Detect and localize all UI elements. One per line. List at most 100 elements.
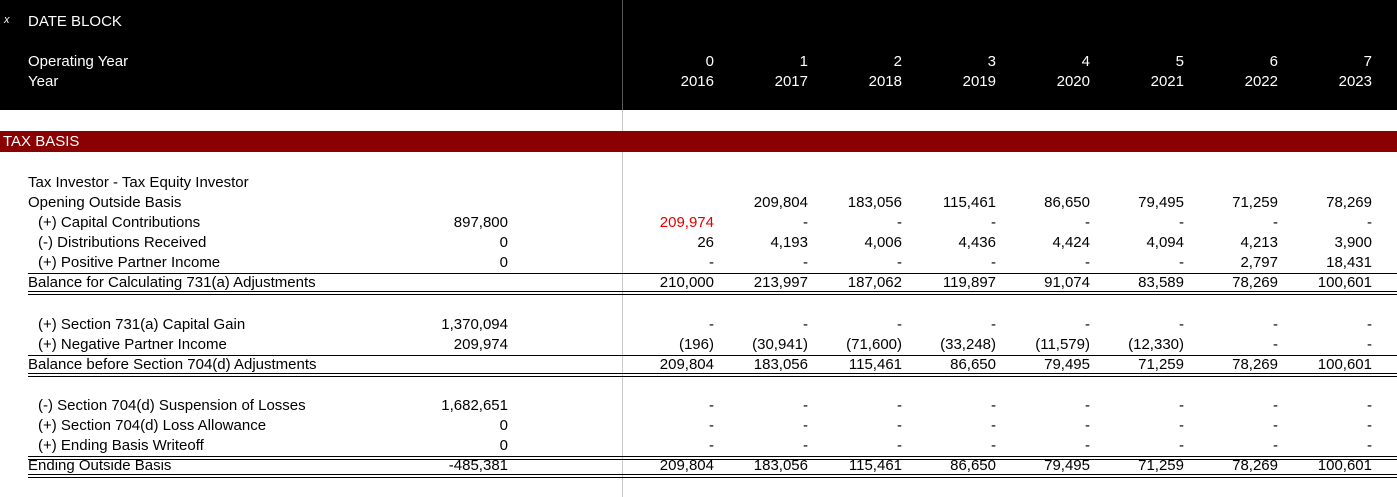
cell-2022[interactable]: 2,797 <box>1240 254 1278 271</box>
section-704d-allowance-row[interactable]: (+) Section 704(d) Loss Allowance 0 - - - - - -… <box>0 416 1397 436</box>
positive-partner-income-row[interactable]: (+) Positive Partner Income 0 - - - - - - 2,797 1… <box>0 253 1397 273</box>
cell-2023[interactable]: 18,431 <box>1326 254 1372 271</box>
cell-2018[interactable]: 187,062 <box>847 274 902 291</box>
cell-2022[interactable]: - <box>1273 437 1278 454</box>
cell-2019[interactable]: - <box>991 397 996 414</box>
cell-2016[interactable]: 209,804 <box>659 356 714 373</box>
cell-2019[interactable]: - <box>991 437 996 454</box>
cell-2017[interactable]: 183,056 <box>753 457 808 474</box>
balance-704d-row[interactable]: Balance before Section 704(d) Adjustment… <box>0 355 1397 375</box>
cell-2017[interactable]: - <box>803 254 808 271</box>
cell-2017[interactable]: - <box>803 316 808 333</box>
cell-2020[interactable]: 79,495 <box>1044 457 1090 474</box>
cell-2016[interactable]: - <box>709 417 714 434</box>
cell-2017[interactable]: 183,056 <box>753 356 808 373</box>
cell-2019[interactable]: 86,650 <box>950 356 996 373</box>
cell-2022[interactable]: 78,269 <box>1232 457 1278 474</box>
section-704d-suspension-row[interactable]: (-) Section 704(d) Suspension of Losses 1… <box>0 396 1397 416</box>
cell-2023[interactable]: - <box>1367 437 1372 454</box>
cell-2021[interactable]: - <box>1179 214 1184 231</box>
cell-2019[interactable]: 115,461 <box>942 194 996 211</box>
cell-2021[interactable]: 79,495 <box>1138 194 1184 211</box>
cell-2021[interactable]: - <box>1179 397 1184 414</box>
cell-2020[interactable]: - <box>1085 214 1090 231</box>
cell-2022[interactable]: 4,213 <box>1240 234 1278 251</box>
cell-2018[interactable]: 115,461 <box>848 457 902 474</box>
cell-2017[interactable]: (30,941) <box>752 336 808 353</box>
cell-2022[interactable]: 71,259 <box>1232 194 1278 211</box>
cell-2022[interactable]: - <box>1273 336 1278 353</box>
cell-2019[interactable]: - <box>991 417 996 434</box>
distributions-received-row[interactable]: (-) Distributions Received 0 26 4,193 4,006 4… <box>0 233 1397 253</box>
cell-2020[interactable]: - <box>1085 437 1090 454</box>
cell-2018[interactable]: 183,056 <box>847 194 902 211</box>
cell-2023[interactable]: 100,601 <box>1317 274 1372 291</box>
cell-2018[interactable]: - <box>897 417 902 434</box>
cell-2020[interactable]: 91,074 <box>1044 274 1090 291</box>
cell-2016[interactable]: 26 <box>697 234 714 251</box>
cell-2021[interactable]: - <box>1179 316 1184 333</box>
cell-2016[interactable]: - <box>709 316 714 333</box>
cell-2021[interactable]: (12,330) <box>1128 336 1184 353</box>
cell-2018[interactable]: - <box>897 214 902 231</box>
cell-2023[interactable]: 100,601 <box>1317 356 1372 373</box>
investor-name-row[interactable]: Tax Investor - Tax Equity Investor <box>0 173 1397 193</box>
cell-2023[interactable]: - <box>1367 316 1372 333</box>
cell-2016[interactable]: - <box>709 254 714 271</box>
cell-2017[interactable]: - <box>803 397 808 414</box>
cell-2021[interactable]: 71,259 <box>1138 356 1184 373</box>
cell-2019[interactable]: (33,248) <box>940 336 996 353</box>
cell-2020[interactable]: 86,650 <box>1044 194 1090 211</box>
cell-2018[interactable]: - <box>897 316 902 333</box>
cell-2021[interactable]: 4,094 <box>1146 234 1184 251</box>
cell-2018[interactable]: (71,600) <box>846 336 902 353</box>
cell-2023[interactable]: 78,269 <box>1326 194 1372 211</box>
cell-2016[interactable]: - <box>709 437 714 454</box>
cell-2022[interactable]: - <box>1273 417 1278 434</box>
capital-contributions-row[interactable]: (+) Capital Contributions 897,800 209,974 -… <box>0 213 1397 233</box>
cell-2019[interactable]: 86,650 <box>950 457 996 474</box>
cell-2019[interactable]: 119,897 <box>942 274 996 291</box>
cell-2018[interactable]: - <box>897 397 902 414</box>
cell-2016[interactable]: (196) <box>678 336 714 353</box>
cell-2020[interactable]: - <box>1085 397 1090 414</box>
cell-2018[interactable]: 4,006 <box>864 234 902 251</box>
cell-2021[interactable]: 83,589 <box>1138 274 1184 291</box>
cell-2019[interactable]: - <box>991 254 996 271</box>
cell-2020[interactable]: (11,579) <box>1035 336 1090 353</box>
cell-2022[interactable]: 78,269 <box>1232 356 1278 373</box>
cell-2023[interactable]: - <box>1367 397 1372 414</box>
cell-2020[interactable]: 4,424 <box>1052 234 1090 251</box>
cell-2022[interactable]: 78,269 <box>1232 274 1278 291</box>
cell-2017[interactable]: - <box>803 214 808 231</box>
cell-2017[interactable]: 4,193 <box>770 234 808 251</box>
cell-2021[interactable]: - <box>1179 437 1184 454</box>
cell-2018[interactable]: - <box>897 437 902 454</box>
ending-outside-basis-row[interactable]: Ending Outside Basis -485,381 209,804 183,0… <box>0 456 1397 476</box>
cell-2016[interactable]: 209,804 <box>659 457 714 474</box>
cell-2020[interactable]: - <box>1085 417 1090 434</box>
cell-2021[interactable]: - <box>1179 254 1184 271</box>
cell-2017[interactable]: - <box>803 417 808 434</box>
balance-731a-row[interactable]: Balance for Calculating 731(a) Adjustmen… <box>0 273 1397 293</box>
cell-2023[interactable]: - <box>1367 417 1372 434</box>
cell-2020[interactable]: - <box>1085 254 1090 271</box>
cell-2020[interactable]: 79,495 <box>1044 356 1090 373</box>
cell-2022[interactable]: - <box>1273 397 1278 414</box>
cell-2022[interactable]: - <box>1273 214 1278 231</box>
cell-2023[interactable]: 100,601 <box>1317 457 1372 474</box>
cell-2018[interactable]: - <box>897 254 902 271</box>
negative-partner-income-row[interactable]: (+) Negative Partner Income 209,974 (196) (… <box>0 335 1397 355</box>
opening-outside-basis-row[interactable]: Opening Outside Basis 209,804 183,056 115,4… <box>0 193 1397 213</box>
ending-basis-writeoff-row[interactable]: (+) Ending Basis Writeoff 0 - - - - - - - - <box>0 436 1397 456</box>
cell-2019[interactable]: - <box>991 214 996 231</box>
cell-2019[interactable]: - <box>991 316 996 333</box>
section-731a-gain-row[interactable]: (+) Section 731(a) Capital Gain 1,370,094… <box>0 315 1397 335</box>
cell-2023[interactable]: - <box>1367 214 1372 231</box>
cell-2023[interactable]: 3,900 <box>1334 234 1372 251</box>
cell-2019[interactable]: 4,436 <box>958 234 996 251</box>
cell-2021[interactable]: - <box>1179 417 1184 434</box>
cell-2016[interactable]: 209,974 <box>659 214 714 231</box>
cell-2017[interactable]: 213,997 <box>753 274 808 291</box>
cell-2018[interactable]: 115,461 <box>848 356 902 373</box>
